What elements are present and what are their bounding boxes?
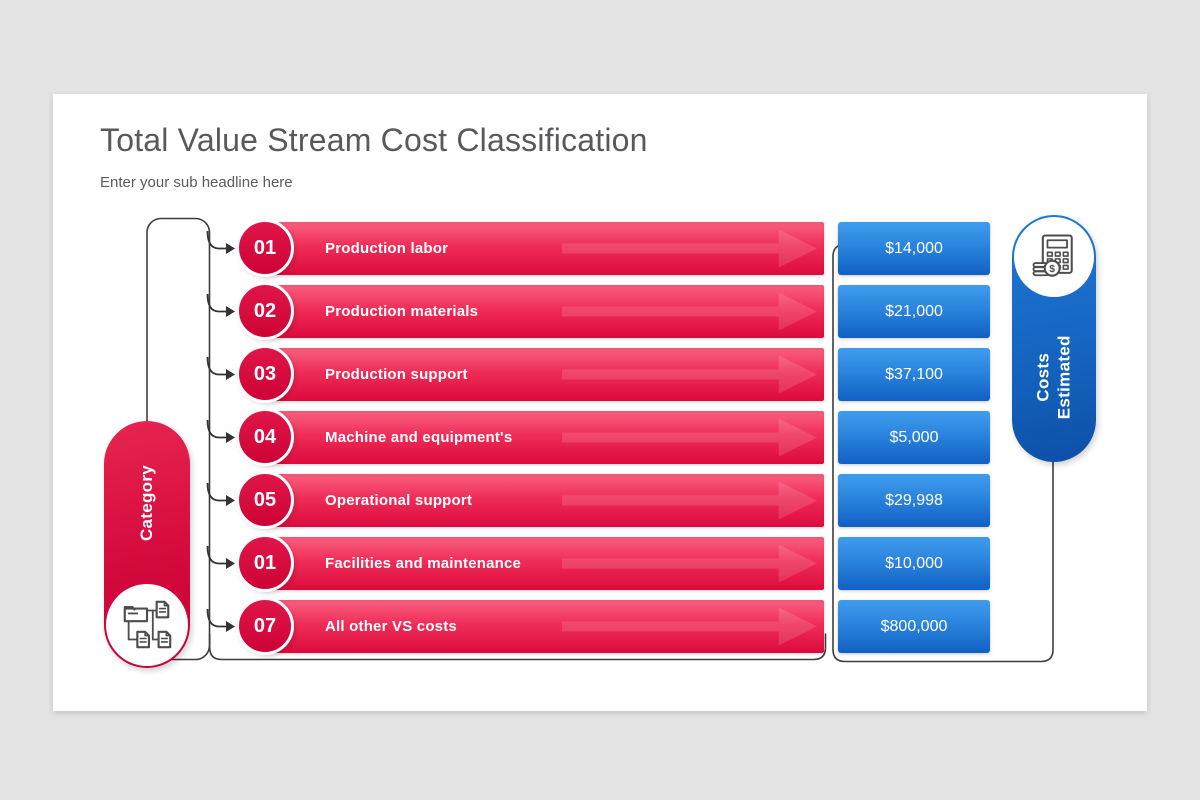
category-bar: Machine and equipment's <box>264 411 824 464</box>
cost-box: $29,998 <box>838 474 990 527</box>
estimated-pill-label-area: Estimated Costs <box>1012 305 1096 450</box>
category-bar: Facilities and maintenance <box>264 537 824 590</box>
cost-box: $37,100 <box>838 348 990 401</box>
branch-arrow-icon <box>206 608 235 632</box>
category-bar: Operational support <box>264 474 824 527</box>
bar-arrow-icon <box>562 292 817 331</box>
cost-value: $5,000 <box>889 428 939 446</box>
cost-row: 01 Facilities and maintenance $10,000 <box>0 534 1200 592</box>
cost-row: 04 Machine and equipment's $5,000 <box>0 408 1200 466</box>
estimated-costs-pill: $ Estimated Costs <box>1012 215 1096 462</box>
category-pill-label: Category <box>137 464 156 541</box>
category-bar: Production labor <box>264 222 824 275</box>
cost-row: 07 All other VS costs $800,000 <box>0 597 1200 655</box>
category-bar-label: All other VS costs <box>325 618 457 635</box>
branch-arrow-icon <box>206 419 235 443</box>
bar-arrow-icon <box>562 481 817 520</box>
cost-value: $14,000 <box>885 239 943 257</box>
row-number-badge: 01 <box>236 534 294 592</box>
category-pill-icon-circle <box>106 584 188 666</box>
bar-arrow-icon <box>562 418 817 457</box>
row-number: 03 <box>253 362 277 385</box>
branch-arrow-icon <box>206 356 235 380</box>
category-pill-label-area: Category <box>104 429 190 576</box>
category-bar-label: Facilities and maintenance <box>325 555 522 572</box>
row-number: 04 <box>253 425 277 448</box>
bar-arrow-icon <box>562 607 817 646</box>
row-number: 07 <box>253 614 277 637</box>
row-number-badge: 01 <box>236 219 294 277</box>
row-number: 05 <box>253 488 277 511</box>
cost-row: 05 Operational support $29,998 <box>0 471 1200 529</box>
cost-box: $800,000 <box>838 600 990 653</box>
category-bar-label: Operational support <box>325 492 473 509</box>
category-bar-label: Production materials <box>325 303 479 320</box>
cost-box: $10,000 <box>838 537 990 590</box>
calculator-coins-icon: $ <box>1032 234 1073 277</box>
cost-row: 01 Production labor $14,000 <box>0 219 1200 277</box>
row-number: 01 <box>253 236 277 259</box>
row-number: 02 <box>253 299 277 322</box>
row-number-badge: 07 <box>236 597 294 655</box>
estimated-pill-icon-circle: $ <box>1014 217 1094 297</box>
estimated-pill-label: Estimated Costs <box>1033 336 1076 420</box>
cost-value: $29,998 <box>885 491 943 509</box>
bar-arrow-icon <box>562 229 817 268</box>
svg-text:$: $ <box>1049 264 1055 275</box>
cost-value: $21,000 <box>885 302 943 320</box>
cost-box: $5,000 <box>838 411 990 464</box>
category-bar-label: Production support <box>325 366 468 383</box>
estimated-label-line2: Costs <box>1033 353 1053 402</box>
cost-value: $10,000 <box>885 554 943 572</box>
bar-arrow-icon <box>562 355 817 394</box>
category-bar-label: Production labor <box>325 240 449 257</box>
category-bar-label: Machine and equipment's <box>325 429 513 446</box>
row-number: 01 <box>253 551 277 574</box>
estimated-label-line1: Estimated <box>1054 335 1074 420</box>
cost-box: $14,000 <box>838 222 990 275</box>
category-bar: Production support <box>264 348 824 401</box>
branch-arrow-icon <box>206 293 235 317</box>
cost-value: $37,100 <box>885 365 943 383</box>
row-number-badge: 05 <box>236 471 294 529</box>
cost-row: 03 Production support $37,100 <box>0 345 1200 403</box>
branch-arrow-icon <box>206 545 235 569</box>
branch-arrow-icon <box>206 482 235 506</box>
row-number-badge: 02 <box>236 282 294 340</box>
folder-tree-icon <box>123 600 172 649</box>
category-bar: All other VS costs <box>264 600 824 653</box>
category-bar: Production materials <box>264 285 824 338</box>
bar-arrow-icon <box>562 544 817 583</box>
category-pill: Category <box>104 421 190 668</box>
cost-box: $21,000 <box>838 285 990 338</box>
cost-value: $800,000 <box>880 617 948 635</box>
row-number-badge: 03 <box>236 345 294 403</box>
cost-row: 02 Production materials $21,000 <box>0 282 1200 340</box>
page-subtitle: Enter your sub headline here <box>100 174 293 191</box>
row-number-badge: 04 <box>236 408 294 466</box>
page-title: Total Value Stream Cost Classification <box>100 122 648 158</box>
branch-arrow-icon <box>206 230 235 254</box>
